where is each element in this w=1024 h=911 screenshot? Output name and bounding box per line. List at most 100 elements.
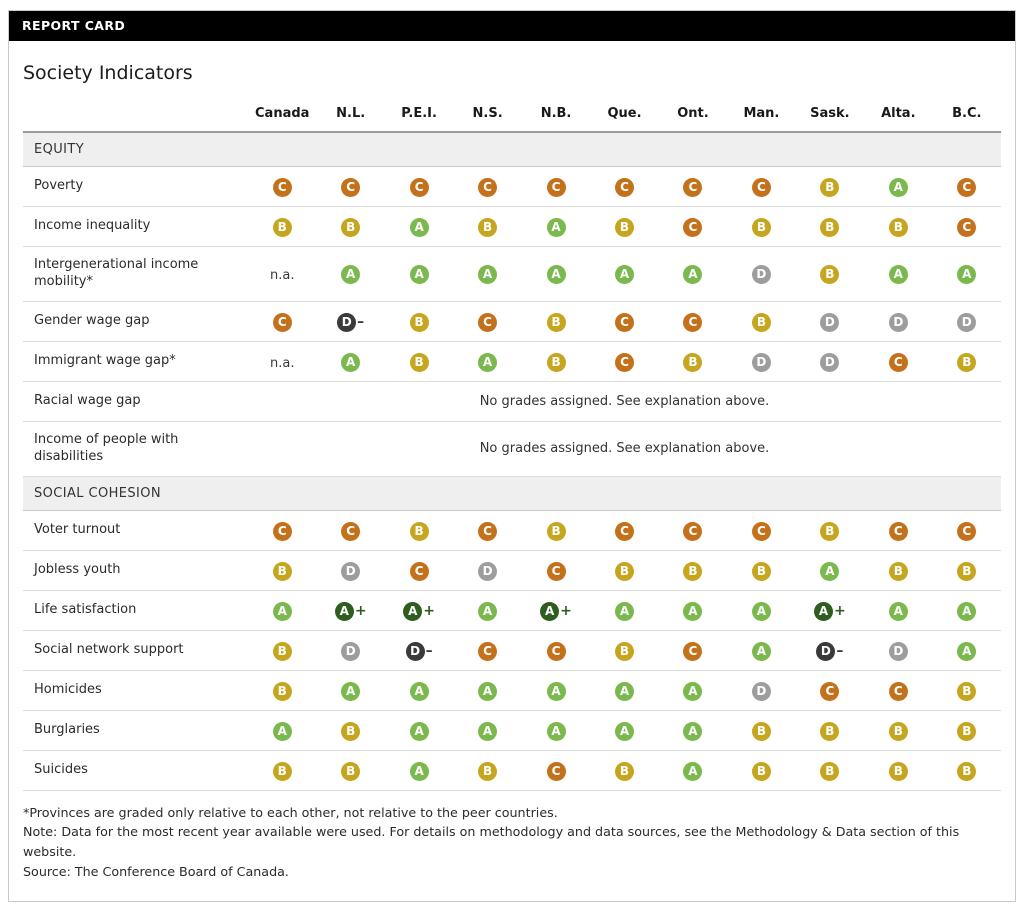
grade-badge: A (341, 681, 361, 701)
grade-badge: C (272, 521, 292, 541)
grade-circle: B (820, 218, 840, 237)
grade-cell: B (453, 206, 522, 247)
grade-circle: C (683, 178, 703, 197)
no-grades-note: No grades assigned. See explanation abov… (248, 421, 1001, 477)
grade-circle: A (478, 681, 498, 701)
row-label: Jobless youth (23, 550, 248, 591)
grade-cell: C (727, 166, 796, 207)
grade-badge: D (957, 312, 977, 332)
grade-cell: C (658, 301, 728, 342)
column-header: P.E.I. (384, 100, 454, 133)
grade-badge: C (272, 178, 292, 197)
grade-circle: B (341, 218, 361, 237)
grade-circle: B (272, 218, 292, 237)
grade-cell: C (384, 550, 454, 591)
grade-cell: B (864, 550, 933, 591)
grade-badge: D (751, 352, 771, 372)
grade-circle: A (957, 641, 977, 661)
grade-circle: B (888, 761, 908, 781)
grade-circle: C (683, 218, 703, 237)
grade-circle: A (683, 601, 703, 621)
grade-badge: C (683, 178, 703, 197)
grade-badge: C (478, 178, 498, 197)
grade-badge: C (546, 561, 566, 581)
grade-cell: D (864, 301, 933, 342)
grade-cell: C (521, 166, 591, 207)
grade-badge: B (546, 312, 566, 332)
grade-badge: A (546, 721, 566, 741)
grade-cell: C (864, 341, 933, 382)
grade-badge: B (409, 521, 429, 541)
grade-cell: B (727, 710, 796, 751)
grade-cell: D (795, 341, 865, 382)
grade-cell: C (932, 206, 1001, 247)
grade-circle: B (409, 312, 429, 332)
grade-cell: A (384, 710, 454, 751)
report-table-body: EQUITY Poverty C C C C C C C C B A C Income inequalit… (23, 132, 1001, 791)
grade-badge: B (478, 761, 498, 781)
grade-circle: D (820, 312, 840, 332)
grade-cell: B (864, 710, 933, 751)
grade-badge: D (341, 561, 361, 581)
grade-cell: A (384, 670, 454, 711)
footnotes: *Provinces are graded only relative to e… (23, 803, 1001, 882)
grade-cell: A + (316, 590, 385, 631)
grade-cell: C (590, 301, 659, 342)
grade-badge: C (888, 521, 908, 541)
grade-circle: A (478, 601, 498, 621)
grade-cell: B (727, 550, 796, 591)
row-label: Social network support (23, 630, 248, 671)
grade-badge: D (341, 641, 361, 661)
row-label: Gender wage gap (23, 301, 248, 342)
grade-circle: B (751, 761, 771, 781)
grade-circle: A (334, 601, 354, 621)
grade-circle: B (957, 761, 977, 781)
grade-badge: D (888, 641, 908, 661)
grade-badge: A + (334, 601, 367, 621)
grade-circle: C (957, 178, 977, 197)
grade-cell: A (453, 246, 522, 302)
grade-cell: A (316, 246, 385, 302)
grade-cell: B (795, 206, 865, 247)
grade-badge: A (409, 265, 429, 285)
grade-circle: B (341, 761, 361, 781)
grade-circle: A (478, 721, 498, 741)
grade-circle: B (957, 352, 977, 372)
grade-cell: A (316, 341, 385, 382)
plus-sign: + (423, 602, 435, 619)
grade-cell: C (384, 166, 454, 207)
grade-badge: C (478, 312, 498, 332)
grade-circle: A (957, 601, 977, 621)
grade-badge: A (409, 681, 429, 701)
row-label: Homicides (23, 670, 248, 711)
grade-cell: B (248, 550, 317, 591)
na-value: n.a. (269, 268, 295, 284)
grade-badge: A (341, 265, 361, 285)
grade-circle: C (546, 641, 566, 661)
grade-circle: D (888, 312, 908, 332)
grade-cell: B (590, 206, 659, 247)
row-label: Income of people with disabilities (23, 421, 248, 477)
grade-cell: C (316, 166, 385, 207)
grade-circle: C (614, 352, 634, 372)
grade-circle: D (341, 561, 361, 581)
grade-badge: D – (405, 641, 433, 661)
grade-circle: C (957, 521, 977, 541)
grade-badge: B (888, 218, 908, 237)
grade-badge: A (751, 641, 771, 661)
grade-cell: B (521, 510, 591, 551)
grade-badge: B (957, 681, 977, 701)
grade-cell: D (316, 550, 385, 591)
grade-circle: B (820, 265, 840, 285)
grade-badge: A (683, 721, 703, 741)
grade-cell: B (932, 550, 1001, 591)
grade-badge: A (820, 561, 840, 581)
grade-circle: A (888, 601, 908, 621)
grade-circle: D (816, 641, 836, 661)
grade-cell: C (658, 166, 728, 207)
grade-badge: A (957, 641, 977, 661)
grade-badge: B (546, 521, 566, 541)
grade-badge: A (751, 601, 771, 621)
footnote-source: Source: The Conference Board of Canada. (23, 863, 289, 879)
grade-badge: C (272, 312, 292, 332)
